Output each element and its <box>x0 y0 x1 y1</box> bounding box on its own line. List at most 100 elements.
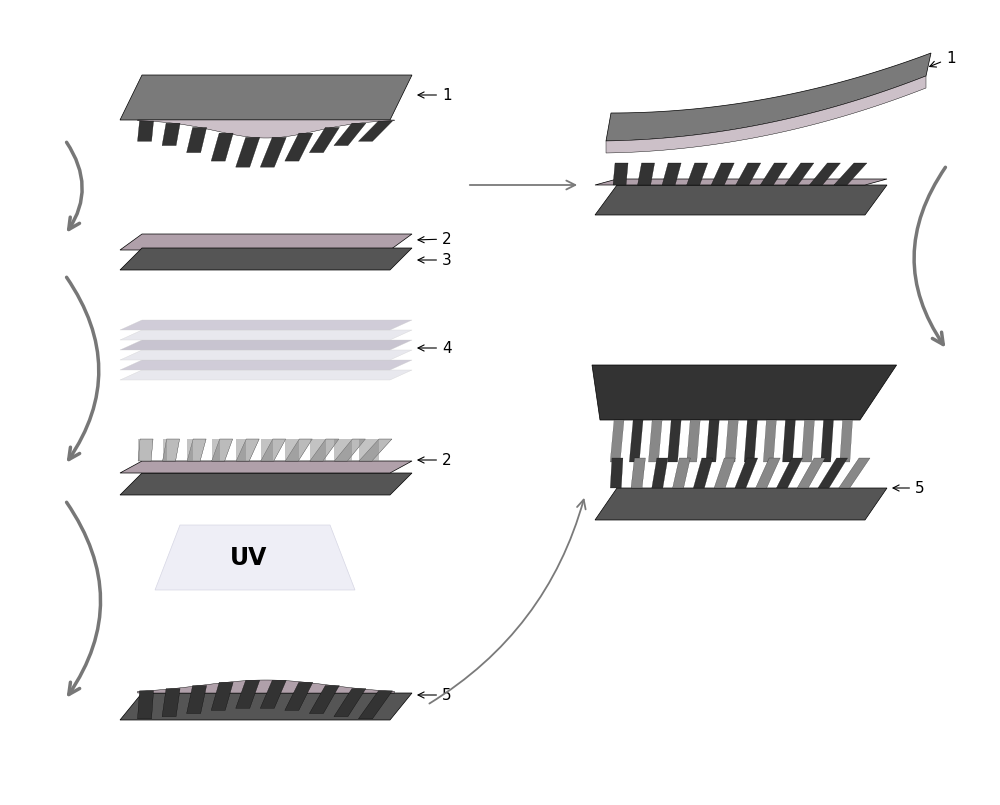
Polygon shape <box>120 461 412 473</box>
Polygon shape <box>187 686 207 713</box>
Polygon shape <box>839 458 870 488</box>
Polygon shape <box>785 163 814 185</box>
Polygon shape <box>261 439 286 461</box>
Polygon shape <box>711 163 734 185</box>
Polygon shape <box>652 458 668 488</box>
Text: 2: 2 <box>418 452 452 468</box>
Polygon shape <box>236 439 246 461</box>
Polygon shape <box>120 693 412 720</box>
Polygon shape <box>359 439 392 461</box>
Polygon shape <box>120 248 412 270</box>
Polygon shape <box>138 439 140 461</box>
Polygon shape <box>725 420 738 462</box>
Polygon shape <box>236 138 260 167</box>
Polygon shape <box>212 439 220 461</box>
Polygon shape <box>687 163 708 185</box>
Polygon shape <box>138 120 394 138</box>
Polygon shape <box>776 458 803 488</box>
Polygon shape <box>310 439 339 461</box>
Text: 2: 2 <box>418 232 452 246</box>
Polygon shape <box>706 420 719 462</box>
Text: 1: 1 <box>418 88 452 102</box>
Polygon shape <box>285 683 313 710</box>
Polygon shape <box>334 688 366 716</box>
Polygon shape <box>648 420 662 462</box>
Polygon shape <box>714 458 735 488</box>
Polygon shape <box>610 458 623 488</box>
Text: 5: 5 <box>893 481 925 496</box>
Polygon shape <box>629 420 643 462</box>
Polygon shape <box>334 439 365 461</box>
Polygon shape <box>120 370 412 380</box>
Polygon shape <box>744 420 757 462</box>
Polygon shape <box>155 525 355 590</box>
Text: 4: 4 <box>418 341 452 356</box>
Text: 3: 3 <box>418 253 452 267</box>
Polygon shape <box>120 360 412 370</box>
Polygon shape <box>120 340 412 350</box>
Polygon shape <box>638 163 655 185</box>
Polygon shape <box>668 420 681 462</box>
Polygon shape <box>138 121 154 142</box>
Polygon shape <box>162 688 180 716</box>
Polygon shape <box>120 75 412 120</box>
Polygon shape <box>285 133 313 161</box>
Polygon shape <box>187 439 206 461</box>
Polygon shape <box>693 458 713 488</box>
Polygon shape <box>212 439 233 461</box>
Polygon shape <box>613 163 628 185</box>
Polygon shape <box>309 686 339 713</box>
Polygon shape <box>120 330 412 340</box>
Polygon shape <box>211 133 233 161</box>
Polygon shape <box>162 123 180 146</box>
Polygon shape <box>818 458 848 488</box>
Polygon shape <box>310 439 326 461</box>
Polygon shape <box>662 163 681 185</box>
Polygon shape <box>687 420 700 462</box>
Polygon shape <box>595 179 887 185</box>
Polygon shape <box>120 473 412 495</box>
Polygon shape <box>261 439 273 461</box>
Polygon shape <box>802 420 814 462</box>
Polygon shape <box>138 680 394 693</box>
Polygon shape <box>236 439 259 461</box>
Polygon shape <box>163 439 180 461</box>
Polygon shape <box>809 163 840 185</box>
Polygon shape <box>760 163 787 185</box>
Polygon shape <box>595 185 887 215</box>
Polygon shape <box>120 320 412 330</box>
Polygon shape <box>163 439 167 461</box>
Text: 1: 1 <box>930 51 956 67</box>
Polygon shape <box>285 439 299 461</box>
Polygon shape <box>120 234 412 250</box>
Polygon shape <box>834 163 867 185</box>
Polygon shape <box>821 420 834 462</box>
Polygon shape <box>840 420 853 462</box>
Polygon shape <box>358 121 392 142</box>
Text: 5: 5 <box>418 687 452 703</box>
Polygon shape <box>309 127 339 153</box>
Polygon shape <box>631 458 645 488</box>
Polygon shape <box>120 350 412 360</box>
Polygon shape <box>782 420 795 462</box>
Polygon shape <box>211 683 233 710</box>
Text: UV: UV <box>230 546 267 569</box>
Polygon shape <box>187 127 207 153</box>
Polygon shape <box>260 680 286 708</box>
Polygon shape <box>260 138 286 167</box>
Polygon shape <box>606 53 931 141</box>
Polygon shape <box>797 458 825 488</box>
Polygon shape <box>358 691 392 719</box>
Polygon shape <box>595 488 887 520</box>
Polygon shape <box>334 439 352 461</box>
Polygon shape <box>359 439 379 461</box>
Polygon shape <box>735 458 758 488</box>
Polygon shape <box>736 163 761 185</box>
Polygon shape <box>236 680 260 708</box>
Polygon shape <box>285 439 312 461</box>
Polygon shape <box>138 691 154 719</box>
Polygon shape <box>138 439 153 461</box>
Polygon shape <box>673 458 690 488</box>
Polygon shape <box>334 123 366 146</box>
Polygon shape <box>756 458 780 488</box>
